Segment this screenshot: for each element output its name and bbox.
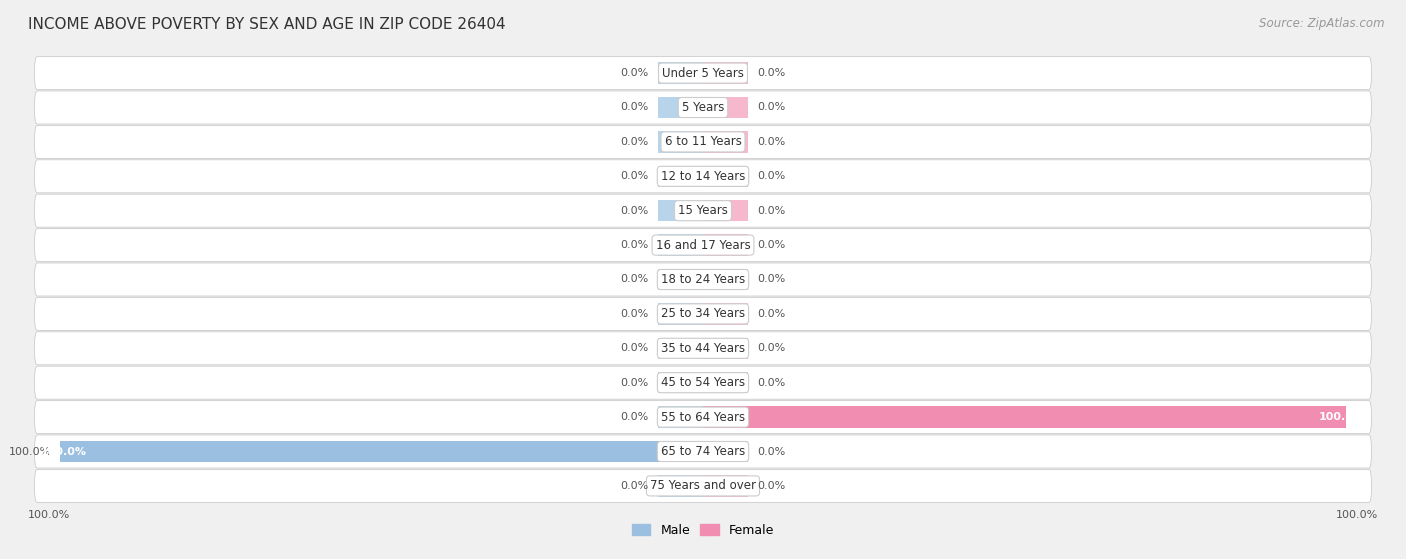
Text: 6 to 11 Years: 6 to 11 Years [665, 135, 741, 148]
FancyBboxPatch shape [35, 332, 1371, 365]
FancyBboxPatch shape [35, 435, 1371, 468]
FancyBboxPatch shape [35, 91, 1371, 124]
Text: 100.0%: 100.0% [28, 510, 70, 520]
Text: 100.0%: 100.0% [1336, 510, 1378, 520]
Bar [658, 372, 703, 394]
Bar [658, 303, 703, 325]
Text: 0.0%: 0.0% [620, 309, 648, 319]
Bar [658, 234, 703, 256]
Bar [658, 165, 703, 187]
Text: 75 Years and over: 75 Years and over [650, 480, 756, 492]
Text: 15 Years: 15 Years [678, 204, 728, 217]
Bar [658, 406, 703, 428]
FancyBboxPatch shape [35, 229, 1371, 262]
FancyBboxPatch shape [35, 160, 1371, 193]
Bar [658, 269, 703, 290]
Bar [703, 131, 748, 153]
Text: 0.0%: 0.0% [620, 206, 648, 216]
Text: 0.0%: 0.0% [620, 343, 648, 353]
Bar [658, 338, 703, 359]
Text: 100.0%: 100.0% [8, 447, 51, 457]
Text: 65 to 74 Years: 65 to 74 Years [661, 445, 745, 458]
Text: 45 to 54 Years: 45 to 54 Years [661, 376, 745, 389]
FancyBboxPatch shape [35, 366, 1371, 399]
Legend: Male, Female: Male, Female [627, 519, 779, 542]
Bar [658, 303, 703, 325]
Text: 0.0%: 0.0% [620, 68, 648, 78]
Bar [658, 63, 703, 84]
Text: 100.0%: 100.0% [1319, 412, 1365, 422]
Bar [703, 165, 748, 187]
Bar [703, 372, 748, 394]
Bar [703, 441, 748, 462]
Bar [658, 97, 703, 118]
Bar [658, 97, 703, 118]
Text: 0.0%: 0.0% [758, 102, 786, 112]
Text: 0.0%: 0.0% [758, 343, 786, 353]
Bar [703, 475, 748, 496]
Bar [658, 475, 703, 496]
Bar [658, 200, 703, 221]
Bar [703, 406, 1346, 428]
FancyBboxPatch shape [35, 401, 1371, 434]
Text: 0.0%: 0.0% [758, 481, 786, 491]
Bar [703, 63, 748, 84]
Bar [658, 338, 703, 359]
FancyBboxPatch shape [35, 125, 1371, 158]
Bar [703, 234, 748, 256]
Bar [658, 406, 703, 428]
Text: 12 to 14 Years: 12 to 14 Years [661, 170, 745, 183]
Text: 0.0%: 0.0% [758, 68, 786, 78]
Text: 0.0%: 0.0% [758, 274, 786, 285]
Text: 0.0%: 0.0% [620, 481, 648, 491]
Text: 0.0%: 0.0% [758, 240, 786, 250]
Text: 5 Years: 5 Years [682, 101, 724, 114]
Text: 35 to 44 Years: 35 to 44 Years [661, 342, 745, 355]
Bar [658, 165, 703, 187]
Bar [703, 97, 748, 118]
Text: 0.0%: 0.0% [758, 447, 786, 457]
Text: INCOME ABOVE POVERTY BY SEX AND AGE IN ZIP CODE 26404: INCOME ABOVE POVERTY BY SEX AND AGE IN Z… [28, 17, 506, 32]
Text: 0.0%: 0.0% [758, 171, 786, 181]
Text: 0.0%: 0.0% [620, 171, 648, 181]
Text: 25 to 34 Years: 25 to 34 Years [661, 307, 745, 320]
Bar [703, 303, 748, 325]
Text: 0.0%: 0.0% [758, 206, 786, 216]
Text: 0.0%: 0.0% [758, 378, 786, 388]
FancyBboxPatch shape [35, 56, 1371, 89]
FancyBboxPatch shape [35, 297, 1371, 330]
Bar [658, 475, 703, 496]
Bar [658, 131, 703, 153]
Text: 100.0%: 100.0% [41, 447, 87, 457]
Bar [658, 269, 703, 290]
Text: 0.0%: 0.0% [620, 137, 648, 147]
Bar [658, 372, 703, 394]
Text: 0.0%: 0.0% [758, 137, 786, 147]
Bar [60, 441, 703, 462]
Bar [703, 269, 748, 290]
Bar [658, 200, 703, 221]
FancyBboxPatch shape [35, 194, 1371, 227]
Text: 0.0%: 0.0% [620, 274, 648, 285]
Bar [60, 441, 703, 462]
Text: 55 to 64 Years: 55 to 64 Years [661, 411, 745, 424]
FancyBboxPatch shape [35, 263, 1371, 296]
Bar [703, 338, 748, 359]
Text: 0.0%: 0.0% [758, 309, 786, 319]
Text: 0.0%: 0.0% [620, 412, 648, 422]
Bar [658, 131, 703, 153]
Text: 16 and 17 Years: 16 and 17 Years [655, 239, 751, 252]
Bar [703, 200, 748, 221]
Text: 0.0%: 0.0% [620, 102, 648, 112]
Text: Under 5 Years: Under 5 Years [662, 67, 744, 79]
Bar [658, 63, 703, 84]
Text: 0.0%: 0.0% [620, 378, 648, 388]
FancyBboxPatch shape [35, 470, 1371, 503]
Bar [658, 234, 703, 256]
Text: 0.0%: 0.0% [620, 240, 648, 250]
Text: 18 to 24 Years: 18 to 24 Years [661, 273, 745, 286]
Text: Source: ZipAtlas.com: Source: ZipAtlas.com [1260, 17, 1385, 30]
